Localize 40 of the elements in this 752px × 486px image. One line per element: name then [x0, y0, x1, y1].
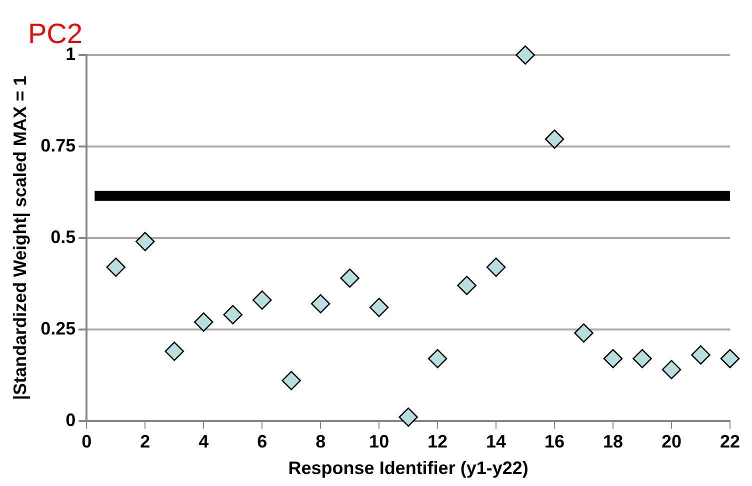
point	[516, 45, 535, 65]
point	[457, 276, 476, 296]
point	[662, 360, 682, 380]
x-tick-label: 2	[140, 432, 150, 452]
point	[720, 348, 740, 368]
y-tick-label: 0.75	[40, 135, 76, 156]
x-tick-label: 8	[316, 432, 326, 452]
y-tick-label: 0.5	[50, 226, 76, 247]
point	[574, 323, 594, 343]
point	[486, 258, 506, 277]
point	[252, 290, 272, 310]
x-tick-label: 22	[720, 432, 740, 452]
point	[691, 345, 710, 365]
y-tick-label: 0.25	[40, 318, 76, 338]
point	[632, 348, 652, 368]
x-tick-label: 18	[603, 432, 624, 452]
x-tick-label: 4	[198, 432, 209, 452]
point	[223, 305, 243, 324]
point	[164, 342, 184, 361]
point	[603, 348, 623, 368]
point	[398, 407, 418, 427]
point	[282, 370, 301, 390]
point	[135, 232, 155, 252]
x-tick-label: 16	[544, 432, 565, 452]
y-axis-title: |Standardized Weight| scaled MAX = 1	[10, 76, 30, 400]
x-tick-label: 0	[82, 432, 92, 452]
x-tick-label: 10	[369, 432, 390, 452]
x-tick-label: 12	[428, 432, 448, 452]
point	[106, 258, 126, 277]
point	[340, 268, 360, 288]
y-tick-label: 0	[66, 410, 76, 430]
point	[310, 294, 330, 314]
x-tick-label: 20	[661, 432, 682, 452]
point	[369, 298, 389, 318]
point	[428, 348, 448, 368]
x-tick-label: 6	[257, 432, 268, 452]
point	[194, 312, 214, 332]
point	[544, 129, 564, 149]
x-axis-title: Response Identifier (y1-y22)	[288, 458, 528, 478]
x-tick-label: 14	[486, 432, 506, 452]
